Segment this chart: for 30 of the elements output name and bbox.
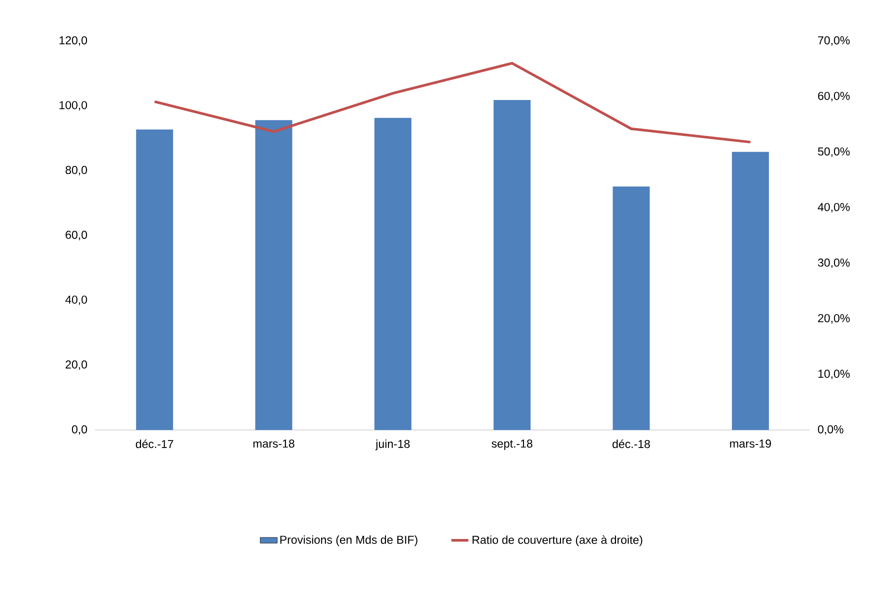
bar xyxy=(494,100,531,430)
y-tick-label: 80,0 xyxy=(66,166,88,176)
x-tick-label: mars-19 xyxy=(730,440,771,448)
y-tick-label: 40,0 xyxy=(65,296,88,306)
y2-tick-label: 60,0% xyxy=(818,92,850,102)
y2-tick-label: 30,0% xyxy=(818,258,850,268)
y-tick-label: 100,0 xyxy=(60,101,88,111)
x-tick-label: sept.-18 xyxy=(492,440,532,450)
bar xyxy=(732,152,769,430)
x-tick-label: juin-18 xyxy=(375,440,410,450)
y-tick-label: 120,0 xyxy=(60,36,88,46)
y2-tick-label: 70,0% xyxy=(818,36,850,46)
line-series xyxy=(153,62,752,144)
y2-tick-label: 20,0% xyxy=(818,314,850,324)
y2-tick-label: 10,0% xyxy=(818,370,850,380)
x-tick-label: déc.-18 xyxy=(612,440,650,448)
x-tick-label: déc.-17 xyxy=(136,440,174,448)
bar xyxy=(612,186,650,430)
x-tick-label: mars-18 xyxy=(253,440,294,448)
y-tick-label: 20,0 xyxy=(66,360,88,370)
bar xyxy=(136,129,174,430)
y2-tick-label: 50,0% xyxy=(818,147,850,157)
bar xyxy=(374,118,412,430)
y2-tick-label: 0,0% xyxy=(818,425,844,435)
y-tick-label: 0,0 xyxy=(72,425,88,435)
legend-label: Provisions (en Mds de BIF) xyxy=(280,535,418,546)
y2-tick-label: 40,0% xyxy=(818,202,850,212)
y-tick-label: 60,0 xyxy=(66,230,88,240)
bar xyxy=(255,120,292,430)
legend-label: Ratio de couverture (axe à droite) xyxy=(472,535,642,546)
